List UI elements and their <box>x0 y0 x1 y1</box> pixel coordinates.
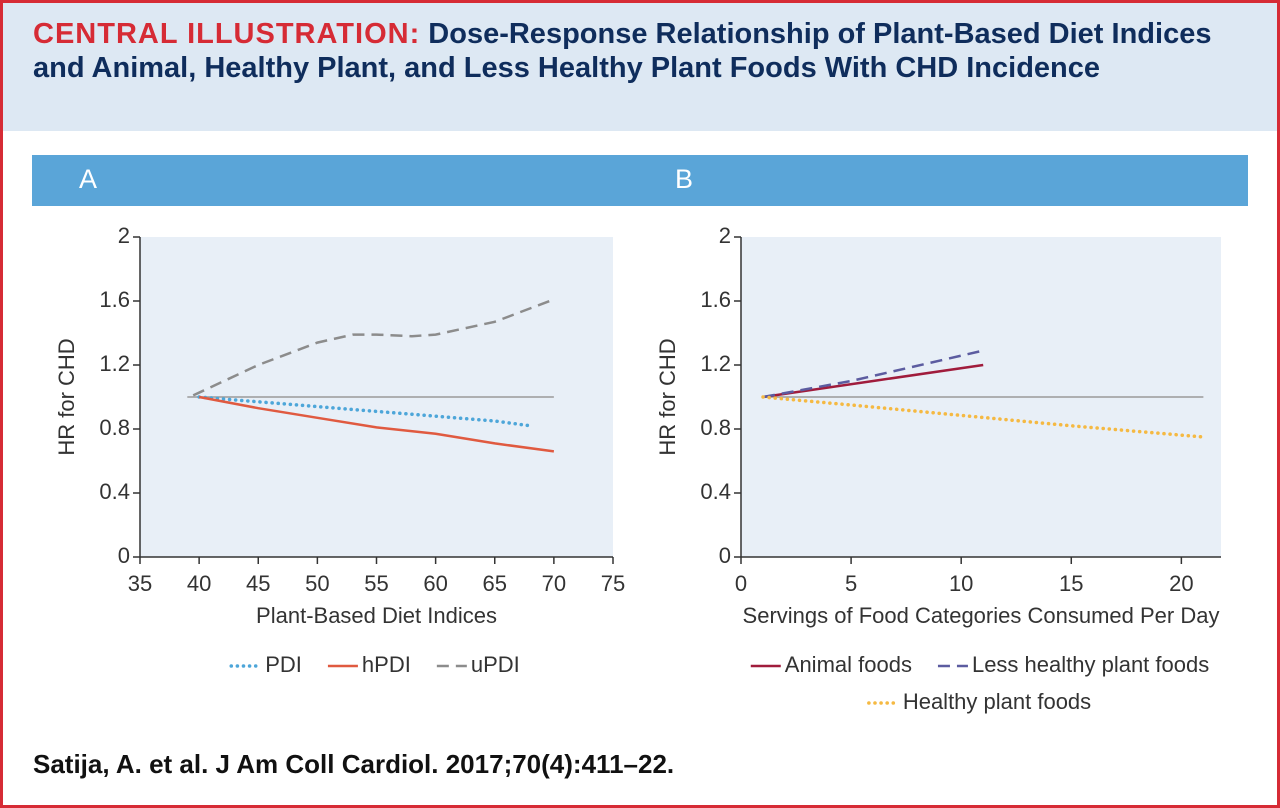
x-tick-label: 20 <box>1169 571 1193 596</box>
series-line <box>761 395 1206 439</box>
series-line <box>197 395 532 428</box>
series-line <box>762 363 984 399</box>
y-tick-label: 2 <box>118 223 130 248</box>
x-axis-label: Servings of Food Categories Consumed Per… <box>743 603 1220 628</box>
panel-label: B <box>675 164 693 194</box>
x-tick-label: 45 <box>246 571 270 596</box>
x-tick-label: 70 <box>542 571 566 596</box>
x-tick-label: 60 <box>423 571 447 596</box>
legend-label: hPDI <box>362 652 411 677</box>
x-tick-label: 40 <box>187 571 211 596</box>
series-line <box>762 349 984 399</box>
series-line <box>198 395 555 453</box>
y-tick-label: 1.6 <box>700 287 731 312</box>
title-text: Dose-Response Relationship of Plant-Base… <box>33 18 1212 84</box>
legend-label: Less healthy plant foods <box>972 652 1209 677</box>
y-tick-label: 2 <box>719 223 731 248</box>
y-tick-label: 0.8 <box>700 415 731 440</box>
y-tick-label: 0.8 <box>99 415 130 440</box>
x-tick-label: 15 <box>1059 571 1083 596</box>
y-tick-label: 0.4 <box>99 479 130 504</box>
y-tick-label: 0 <box>118 543 130 568</box>
x-tick-label: 75 <box>601 571 625 596</box>
panel-bar <box>32 155 1248 206</box>
y-axis-label: HR for CHD <box>655 338 680 455</box>
x-tick-label: 65 <box>483 571 507 596</box>
y-tick-label: 0.4 <box>700 479 731 504</box>
legend-label: PDI <box>265 652 302 677</box>
legend-label: Animal foods <box>785 652 912 677</box>
x-tick-label: 0 <box>735 571 747 596</box>
y-tick-label: 1.6 <box>99 287 130 312</box>
header: CENTRAL ILLUSTRATION: Dose-Response Rela… <box>3 3 1277 131</box>
y-tick-label: 1.2 <box>700 351 731 376</box>
x-tick-label: 35 <box>128 571 152 596</box>
series-line <box>192 298 555 397</box>
y-axis-label: HR for CHD <box>54 338 79 455</box>
x-tick-label: 50 <box>305 571 329 596</box>
x-axis-label: Plant-Based Diet Indices <box>256 603 497 628</box>
title-label: CENTRAL ILLUSTRATION: <box>33 18 421 50</box>
legend-label: Healthy plant foods <box>903 689 1091 714</box>
x-tick-label: 10 <box>949 571 973 596</box>
citation: Satija, A. et al. J Am Coll Cardiol. 201… <box>33 749 675 779</box>
title: CENTRAL ILLUSTRATION: Dose-Response Rela… <box>33 17 1258 85</box>
panel-label: A <box>79 164 97 194</box>
x-tick-label: 55 <box>364 571 388 596</box>
y-tick-label: 0 <box>719 543 731 568</box>
y-tick-label: 1.2 <box>99 351 130 376</box>
x-tick-label: 5 <box>845 571 857 596</box>
legend-label: uPDI <box>471 652 520 677</box>
